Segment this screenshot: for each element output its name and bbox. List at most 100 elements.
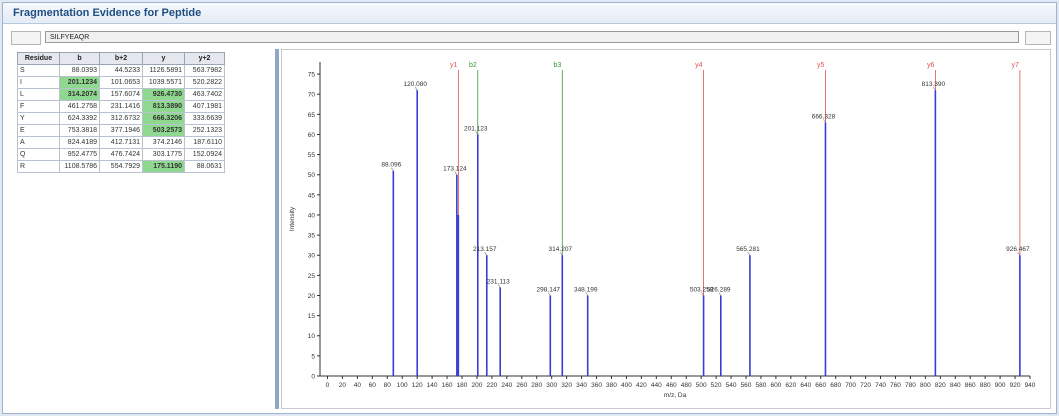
x-tick-label: 760 (890, 382, 901, 389)
column-header[interactable]: y (142, 52, 185, 65)
mass-cell: 503.2573 (142, 124, 185, 137)
column-header[interactable]: Residue (17, 52, 60, 65)
mass-cell: 175.1190 (142, 160, 185, 173)
x-tick-label: 140 (427, 382, 438, 389)
spectrum-panel: 0 5 10 15 20 25 30 35 40 45 50 55 60 65 70 75 0 20 40 60 80 1… (281, 49, 1051, 409)
peak-label-leader (497, 284, 501, 288)
y-axis-label: Intensity (289, 206, 296, 231)
x-tick-label: 280 (531, 382, 542, 389)
left-toggle-box[interactable] (11, 31, 41, 45)
mass-cell: 407.1981 (184, 100, 225, 113)
mass-cell: 520.2822 (184, 76, 225, 89)
column-header[interactable]: b (59, 52, 100, 65)
window-title: Fragmentation Evidence for Peptide (13, 7, 202, 19)
x-tick-label: 560 (741, 382, 752, 389)
peptide-sequence-field[interactable]: SILFYEAQR (45, 31, 1019, 43)
x-tick-label: 880 (980, 382, 991, 389)
mass-cell: 952.4775 (59, 148, 100, 161)
mass-cell: 563.7982 (184, 64, 225, 77)
mass-cell: 476.7424 (99, 148, 143, 161)
peak-label-leader (414, 87, 418, 91)
mass-cell: 157.6074 (99, 88, 143, 101)
x-tick-label: 400 (621, 382, 632, 389)
mass-cell: 187.6110 (184, 136, 225, 149)
peak-label: 173.124 (443, 166, 467, 173)
x-tick-label: 440 (651, 382, 662, 389)
ion-marker-label: y4 (695, 62, 703, 69)
x-tick-label: 800 (920, 382, 931, 389)
table-header-row: Residue b b+2 y y+2 (17, 52, 225, 65)
table-row[interactable]: R 1108.5786 554.7929 175.1190 88.0631 (17, 160, 225, 173)
mass-cell: 813.3890 (142, 100, 185, 113)
peak-label-leader (454, 171, 458, 175)
table-row[interactable]: S 88.0393 44.5233 1126.5891 563.7982 (17, 64, 225, 77)
table-row[interactable]: A 824.4189 412.7131 374.2146 187.6110 (17, 136, 225, 149)
peak-label: 813.390 (922, 81, 946, 88)
mass-cell: 333.6639 (184, 112, 225, 125)
x-tick-label: 180 (457, 382, 468, 389)
mass-cell: 312.6732 (99, 112, 143, 125)
table-row[interactable]: Q 952.4775 476.7424 303.1775 152.0924 (17, 148, 225, 161)
x-tick-label: 220 (486, 382, 497, 389)
peak-label-leader (747, 252, 751, 256)
x-tick-label: 940 (1025, 382, 1036, 389)
x-tick-label: 320 (561, 382, 572, 389)
peak-label-leader (701, 292, 704, 296)
right-toggle-box[interactable] (1025, 31, 1051, 45)
table-row[interactable]: E 753.3818 377.1946 503.2573 252.1323 (17, 124, 225, 137)
x-tick-label: 660 (815, 382, 826, 389)
table-row[interactable]: Y 624.3392 312.6732 666.3206 333.6639 (17, 112, 225, 125)
x-tick-label: 520 (711, 382, 722, 389)
mass-cell: 1039.5571 (142, 76, 185, 89)
mass-cell: 231.1416 (99, 100, 143, 113)
peak-label-leader (560, 252, 563, 256)
y-tick-label: 30 (308, 253, 316, 260)
peak-label-leader (585, 292, 588, 296)
mass-cell: 824.4189 (59, 136, 100, 149)
x-tick-label: 80 (384, 382, 392, 389)
panel-splitter[interactable] (275, 49, 279, 409)
peak-label: 503.258 (690, 286, 714, 293)
residue-cell: Y (17, 112, 60, 125)
x-tick-label: 340 (576, 382, 587, 389)
peak-label: 201.123 (464, 125, 488, 132)
x-tick-label: 420 (636, 382, 647, 389)
mass-cell: 753.3818 (59, 124, 100, 137)
y-tick-label: 70 (308, 92, 316, 99)
peak-label: 298.147 (537, 286, 561, 293)
peak-label-leader (391, 167, 394, 171)
ion-marker-label: b3 (554, 62, 562, 69)
mass-cell: 461.2758 (59, 100, 100, 113)
table-row[interactable]: I 201.1234 101.0653 1039.5571 520.2822 (17, 76, 225, 89)
mass-cell: 314.2074 (59, 88, 100, 101)
mass-cell: 88.0393 (59, 64, 100, 77)
x-tick-label: 20 (339, 382, 347, 389)
y-tick-label: 25 (308, 273, 316, 280)
x-tick-label: 500 (696, 382, 707, 389)
column-header[interactable]: y+2 (184, 52, 225, 65)
x-tick-label: 820 (935, 382, 946, 389)
peak-label: 88.096 (381, 162, 401, 169)
x-tick-label: 360 (591, 382, 602, 389)
y-tick-label: 55 (308, 152, 316, 159)
peak-label: 666.328 (812, 113, 836, 120)
y-tick-label: 35 (308, 233, 316, 240)
y-tick-label: 0 (311, 374, 315, 381)
table-row[interactable]: L 314.2074 157.6074 926.4730 463.7402 (17, 88, 225, 101)
mass-cell: 374.2146 (142, 136, 185, 149)
x-tick-label: 480 (681, 382, 692, 389)
mass-cell: 926.4730 (142, 88, 185, 101)
x-tick-label: 840 (950, 382, 961, 389)
x-tick-label: 300 (546, 382, 557, 389)
peak-label: 231.113 (487, 278, 510, 285)
peak-label: 120.080 (403, 81, 427, 88)
mass-cell: 624.3392 (59, 112, 100, 125)
residue-cell: R (17, 160, 60, 173)
peak-label-leader (1017, 252, 1021, 256)
y-tick-label: 50 (308, 172, 316, 179)
column-header[interactable]: b+2 (99, 52, 143, 65)
table-row[interactable]: F 461.2758 231.1416 813.3890 407.1981 (17, 100, 225, 113)
fragment-table: Residue b b+2 y y+2 S 88.0393 44.5233 1126.5891… (17, 52, 225, 173)
y-tick-label: 20 (308, 293, 316, 300)
peak-label: 348.199 (574, 286, 598, 293)
